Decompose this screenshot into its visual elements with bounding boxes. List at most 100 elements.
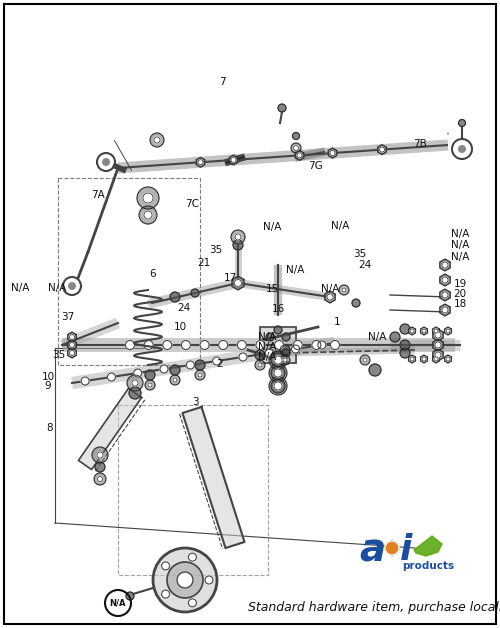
Circle shape (186, 361, 194, 369)
Circle shape (177, 572, 193, 588)
Polygon shape (444, 355, 452, 363)
Circle shape (339, 285, 349, 295)
Text: Standard hardware item, purchase locally: Standard hardware item, purchase locally (248, 602, 500, 615)
Circle shape (274, 326, 282, 334)
Polygon shape (440, 289, 450, 301)
Circle shape (400, 348, 410, 358)
Circle shape (145, 380, 155, 390)
Polygon shape (433, 349, 443, 361)
Text: 10: 10 (174, 322, 186, 332)
Text: 20: 20 (454, 289, 466, 299)
Circle shape (265, 349, 273, 357)
Circle shape (312, 340, 321, 350)
Text: 7B: 7B (413, 139, 427, 149)
Polygon shape (440, 259, 450, 271)
Circle shape (369, 364, 381, 376)
Circle shape (435, 352, 441, 358)
Circle shape (446, 357, 450, 361)
Circle shape (153, 548, 217, 612)
Circle shape (188, 599, 196, 607)
Circle shape (292, 133, 300, 139)
Circle shape (68, 282, 76, 290)
Text: 35: 35 (52, 350, 66, 360)
Circle shape (280, 355, 290, 365)
Circle shape (188, 553, 196, 561)
Circle shape (182, 340, 190, 350)
Circle shape (271, 379, 285, 393)
Polygon shape (378, 144, 386, 154)
Circle shape (167, 562, 203, 598)
Circle shape (102, 158, 110, 166)
Circle shape (269, 364, 287, 382)
Circle shape (132, 380, 138, 386)
Circle shape (154, 137, 160, 143)
Text: 18: 18 (454, 299, 466, 309)
Text: 19: 19 (454, 279, 466, 289)
Circle shape (410, 357, 414, 361)
Circle shape (458, 145, 466, 153)
Circle shape (231, 158, 236, 163)
Circle shape (144, 340, 153, 350)
Text: 35: 35 (210, 245, 222, 255)
Circle shape (318, 341, 326, 349)
Circle shape (255, 360, 265, 370)
Circle shape (400, 324, 410, 334)
Text: N/A: N/A (451, 229, 469, 239)
Text: N/A: N/A (451, 252, 469, 263)
Circle shape (162, 562, 170, 570)
Text: N/A: N/A (451, 240, 469, 250)
Polygon shape (420, 355, 428, 363)
Circle shape (143, 193, 153, 203)
Circle shape (422, 357, 426, 361)
Circle shape (360, 355, 370, 365)
Circle shape (363, 358, 367, 362)
Polygon shape (432, 327, 440, 335)
Circle shape (274, 369, 282, 377)
Text: 8: 8 (46, 423, 54, 433)
Circle shape (458, 119, 466, 126)
Circle shape (442, 307, 448, 313)
Circle shape (235, 234, 241, 240)
Circle shape (442, 262, 448, 268)
Text: 3: 3 (192, 397, 198, 407)
Polygon shape (229, 155, 238, 165)
Circle shape (195, 370, 205, 380)
Circle shape (126, 340, 134, 350)
Circle shape (137, 187, 159, 209)
Circle shape (258, 363, 262, 367)
Circle shape (330, 151, 335, 156)
Text: N/A: N/A (258, 352, 276, 362)
Text: N/A: N/A (48, 283, 66, 293)
Circle shape (434, 357, 438, 361)
Circle shape (282, 349, 290, 357)
Circle shape (170, 365, 180, 375)
Text: 16: 16 (272, 304, 285, 314)
Circle shape (205, 576, 213, 584)
Circle shape (274, 382, 282, 390)
Text: i: i (400, 533, 412, 567)
Circle shape (198, 373, 202, 377)
Text: N/A: N/A (11, 283, 29, 293)
Circle shape (145, 370, 155, 380)
Circle shape (327, 294, 333, 300)
Circle shape (126, 592, 134, 600)
Text: 24: 24 (178, 303, 190, 313)
Circle shape (291, 143, 301, 153)
Circle shape (269, 351, 287, 369)
Circle shape (198, 160, 203, 165)
Circle shape (81, 377, 89, 385)
Circle shape (385, 541, 399, 555)
Circle shape (410, 329, 414, 333)
Circle shape (191, 289, 199, 297)
Text: 7C: 7C (186, 199, 200, 209)
Circle shape (163, 340, 172, 350)
Text: 35: 35 (354, 249, 366, 259)
Circle shape (293, 340, 302, 350)
Circle shape (70, 342, 74, 347)
Circle shape (274, 356, 282, 364)
Polygon shape (295, 150, 304, 160)
Polygon shape (433, 339, 443, 351)
Circle shape (239, 353, 247, 361)
Circle shape (233, 240, 243, 250)
Circle shape (269, 377, 287, 395)
